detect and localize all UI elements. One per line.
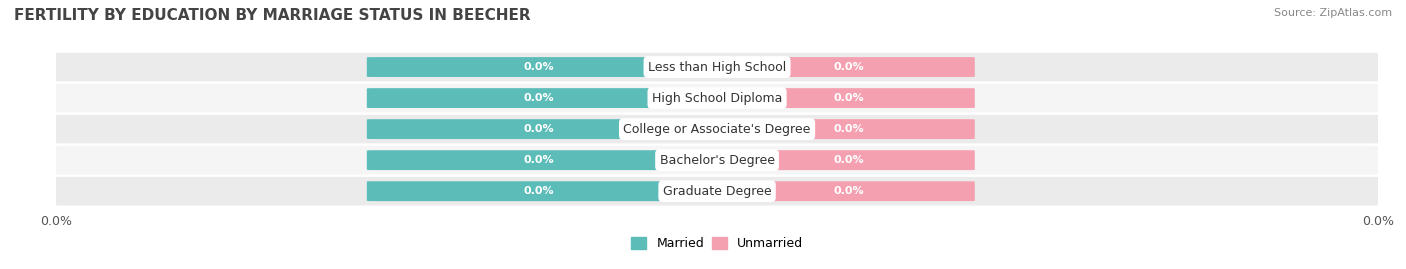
FancyBboxPatch shape	[724, 119, 974, 139]
FancyBboxPatch shape	[367, 181, 710, 201]
FancyBboxPatch shape	[367, 57, 710, 77]
Text: 0.0%: 0.0%	[523, 62, 554, 72]
Text: College or Associate's Degree: College or Associate's Degree	[623, 123, 811, 136]
Text: 0.0%: 0.0%	[834, 93, 865, 103]
Text: 0.0%: 0.0%	[523, 155, 554, 165]
FancyBboxPatch shape	[49, 115, 1385, 143]
Text: Graduate Degree: Graduate Degree	[662, 185, 772, 198]
FancyBboxPatch shape	[49, 177, 1385, 206]
FancyBboxPatch shape	[367, 150, 710, 170]
FancyBboxPatch shape	[724, 88, 974, 108]
FancyBboxPatch shape	[49, 146, 1385, 174]
Text: 0.0%: 0.0%	[834, 124, 865, 134]
FancyBboxPatch shape	[49, 53, 1385, 81]
FancyBboxPatch shape	[724, 57, 974, 77]
Text: Source: ZipAtlas.com: Source: ZipAtlas.com	[1274, 8, 1392, 18]
FancyBboxPatch shape	[367, 119, 710, 139]
FancyBboxPatch shape	[724, 181, 974, 201]
FancyBboxPatch shape	[367, 88, 710, 108]
Text: FERTILITY BY EDUCATION BY MARRIAGE STATUS IN BEECHER: FERTILITY BY EDUCATION BY MARRIAGE STATU…	[14, 8, 530, 23]
Text: 0.0%: 0.0%	[523, 124, 554, 134]
Text: Bachelor's Degree: Bachelor's Degree	[659, 154, 775, 167]
FancyBboxPatch shape	[724, 150, 974, 170]
FancyBboxPatch shape	[49, 84, 1385, 112]
Text: 0.0%: 0.0%	[834, 186, 865, 196]
Legend: Married, Unmarried: Married, Unmarried	[626, 232, 808, 255]
Text: Less than High School: Less than High School	[648, 61, 786, 73]
Text: High School Diploma: High School Diploma	[652, 91, 782, 105]
Text: 0.0%: 0.0%	[523, 93, 554, 103]
Text: 0.0%: 0.0%	[834, 62, 865, 72]
Text: 0.0%: 0.0%	[523, 186, 554, 196]
Text: 0.0%: 0.0%	[834, 155, 865, 165]
